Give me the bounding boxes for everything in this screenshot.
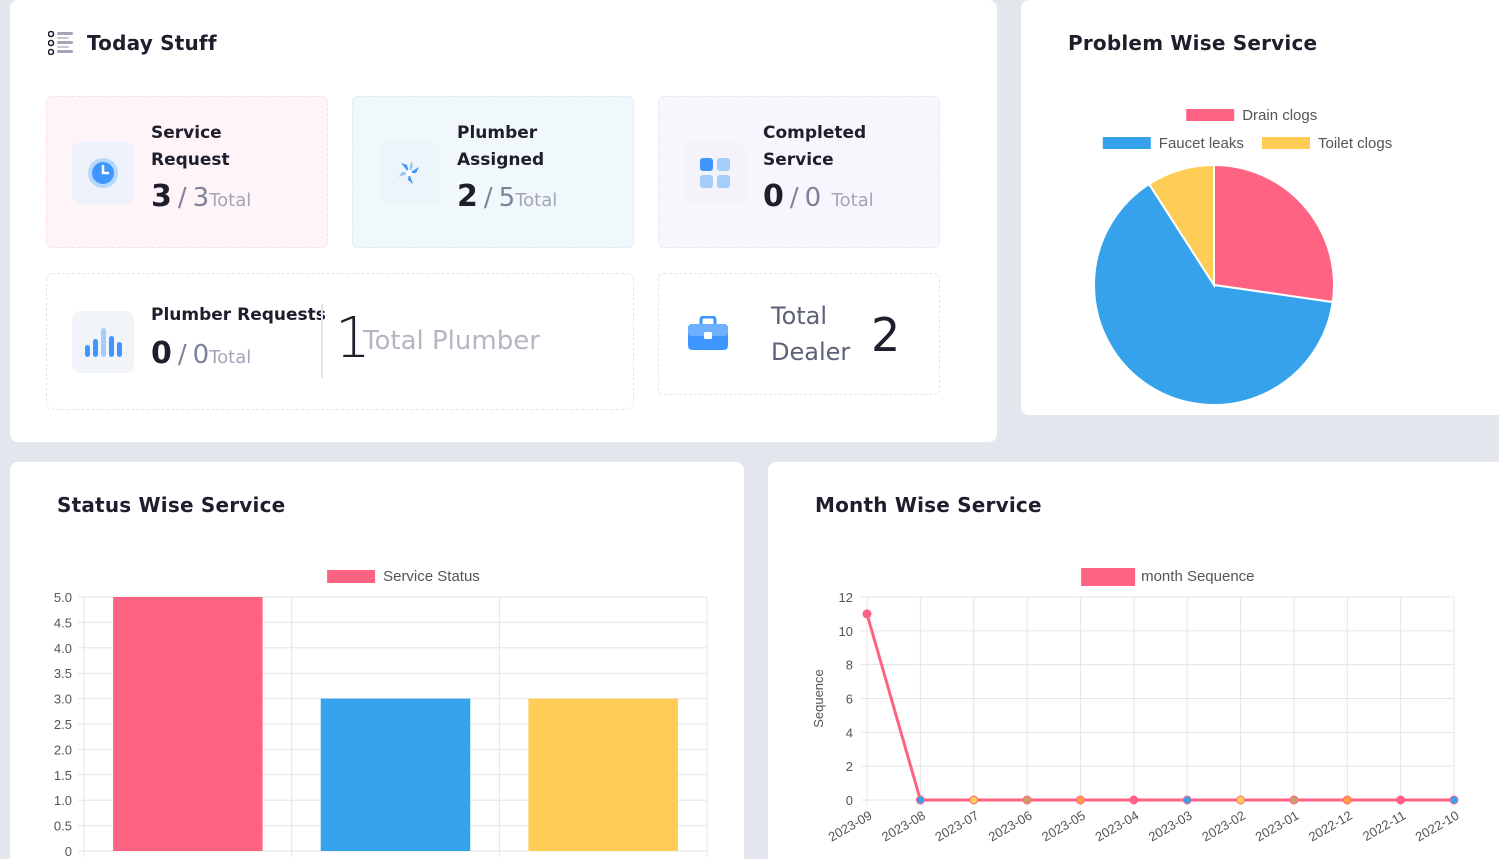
legend-label: month Sequence: [1141, 568, 1254, 585]
pie-slice: [1213, 163, 1335, 304]
x-tick-label: 2023-01: [1253, 808, 1302, 845]
vertical-divider: [321, 304, 323, 378]
y-tick-label: 6: [846, 692, 853, 707]
y-tick-label: 1.0: [54, 793, 72, 808]
data-point: [1022, 795, 1032, 805]
y-tick-label: 1.5: [54, 768, 72, 783]
data-point: [1236, 795, 1246, 805]
legend-swatch: [1186, 109, 1235, 121]
y-tick-label: 12: [839, 590, 853, 605]
y-tick-label: 0: [846, 793, 853, 808]
y-tick-label: 4.5: [54, 615, 72, 630]
y-tick-label: 3.0: [54, 692, 72, 707]
x-tick-label: 2023-08: [879, 808, 928, 845]
y-tick-label: 2: [846, 759, 853, 774]
plumber-requests-stat[interactable]: Plumber Requests 0/0Total 1 Total Plumbe…: [46, 273, 634, 410]
y-tick-label: 5.0: [54, 590, 72, 605]
legend-swatch: [1081, 568, 1136, 586]
data-point: [862, 609, 872, 619]
plumbing-icon: [378, 142, 440, 204]
data-point: [1129, 795, 1139, 805]
data-point: [969, 795, 979, 805]
completed-service-count: 0/0 Total: [763, 179, 874, 214]
clock-icon: [72, 142, 134, 204]
completed-service-label: Completed Service: [763, 123, 867, 170]
month-wise-service-title: Month Wise Service: [815, 493, 1042, 517]
data-point: [1396, 795, 1406, 805]
x-tick-label: 2023-02: [1199, 808, 1248, 845]
total-plumber-value: 1: [335, 306, 371, 371]
y-tick-label: 3.5: [54, 666, 72, 681]
legend-label: Faucet leaks: [1159, 135, 1244, 152]
problem-wise-service-title: Problem Wise Service: [1068, 31, 1318, 55]
series-line: [865, 613, 1454, 802]
list-icon: [47, 30, 74, 59]
status-wise-service-title: Status Wise Service: [57, 493, 286, 517]
bar: [528, 698, 678, 851]
legend-swatch: [1262, 137, 1310, 149]
month-wise-service-card: Month Wise Service month Sequence 12 10 8 6 4…: [768, 462, 1499, 859]
data-point: [915, 795, 925, 805]
total-dealer-stat[interactable]: Total Dealer 2: [658, 273, 940, 395]
bar-chart-icon: [72, 311, 134, 373]
x-tick-label: 2023-09: [826, 808, 875, 845]
y-tick-label: 2.0: [54, 742, 72, 757]
problem-wise-service-card: Problem Wise Service Drain clogs Faucet l…: [1021, 0, 1499, 415]
x-tick-label: 2023-07: [932, 808, 981, 845]
grid-icon: [684, 142, 746, 204]
x-tick-label: 2022-10: [1413, 808, 1462, 845]
data-point: [1342, 795, 1352, 805]
y-tick-label: 0.5: [54, 819, 72, 834]
total-dealer-value: 2: [871, 308, 901, 362]
x-tick-label: 2023-04: [1092, 808, 1141, 845]
y-tick-label: 10: [839, 624, 853, 639]
legend-label: Service Status: [383, 568, 480, 585]
plumber-assigned-value: 2: [457, 179, 478, 214]
y-tick-label: 4: [846, 725, 853, 740]
y-axis-label: Sequence: [811, 669, 826, 728]
plumber-requests-value: 0: [151, 336, 172, 371]
plumber-assigned-label: Plumber Assigned: [457, 123, 545, 170]
legend-swatch: [1102, 137, 1151, 149]
service-request-label: Service Request: [151, 123, 230, 170]
total-plumber-label: Total Plumber: [363, 326, 540, 356]
total-dealer-label: Total Dealer: [771, 302, 851, 366]
today-stuff-title: Today Stuff: [87, 31, 217, 55]
status-wise-service-card: Status Wise Service Service Status 5.0 4.5…: [10, 462, 744, 859]
bar: [113, 597, 263, 851]
data-point: [1182, 795, 1192, 805]
x-tick-label: 2023-05: [1039, 808, 1088, 845]
data-point: [1075, 795, 1085, 805]
legend-label: Toilet clogs: [1318, 135, 1392, 152]
x-tick-label: 2023-06: [986, 808, 1035, 845]
x-tick-label: 2022-11: [1360, 808, 1408, 844]
service-request-stat[interactable]: Service Request 3/3Total: [46, 96, 328, 248]
x-tick-label: 2023-03: [1146, 808, 1195, 845]
plumber-assigned-count: 2/5Total: [457, 179, 558, 214]
x-tick-label: 2022-12: [1306, 808, 1355, 845]
pie-slice: [1093, 182, 1334, 406]
legend-swatch: [327, 570, 376, 583]
today-stuff-card: Today Stuff Service Request 3/3Total: [10, 0, 997, 442]
service-request-value: 3: [151, 179, 172, 214]
y-tick-label: 4.0: [54, 641, 72, 656]
bar: [320, 698, 471, 851]
pie-slice: [1147, 163, 1215, 289]
data-point: [1449, 795, 1459, 805]
plumber-requests-count: 0/0Total: [151, 336, 252, 371]
legend-label: Drain clogs: [1242, 107, 1317, 124]
y-tick-label: 0: [65, 844, 72, 859]
completed-service-value: 0: [763, 179, 784, 214]
pie-chart: Drain clogs Faucet leaks Toilet clogs: [1093, 107, 1392, 406]
briefcase-icon: [687, 315, 729, 356]
plumber-assigned-stat[interactable]: Plumber Assigned 2/5Total: [352, 96, 634, 248]
plumber-requests-label: Plumber Requests: [151, 305, 326, 325]
data-point: [1289, 795, 1299, 805]
completed-service-stat[interactable]: Completed Service 0/0 Total: [658, 96, 940, 248]
service-request-count: 3/3Total: [151, 179, 252, 214]
y-tick-label: 2.5: [54, 717, 72, 732]
y-tick-label: 8: [846, 658, 853, 673]
bar-chart: Service Status 5.0 4.5 4.0 3.5 3.0 2.5 2.0 1.5 1.…: [54, 568, 708, 859]
